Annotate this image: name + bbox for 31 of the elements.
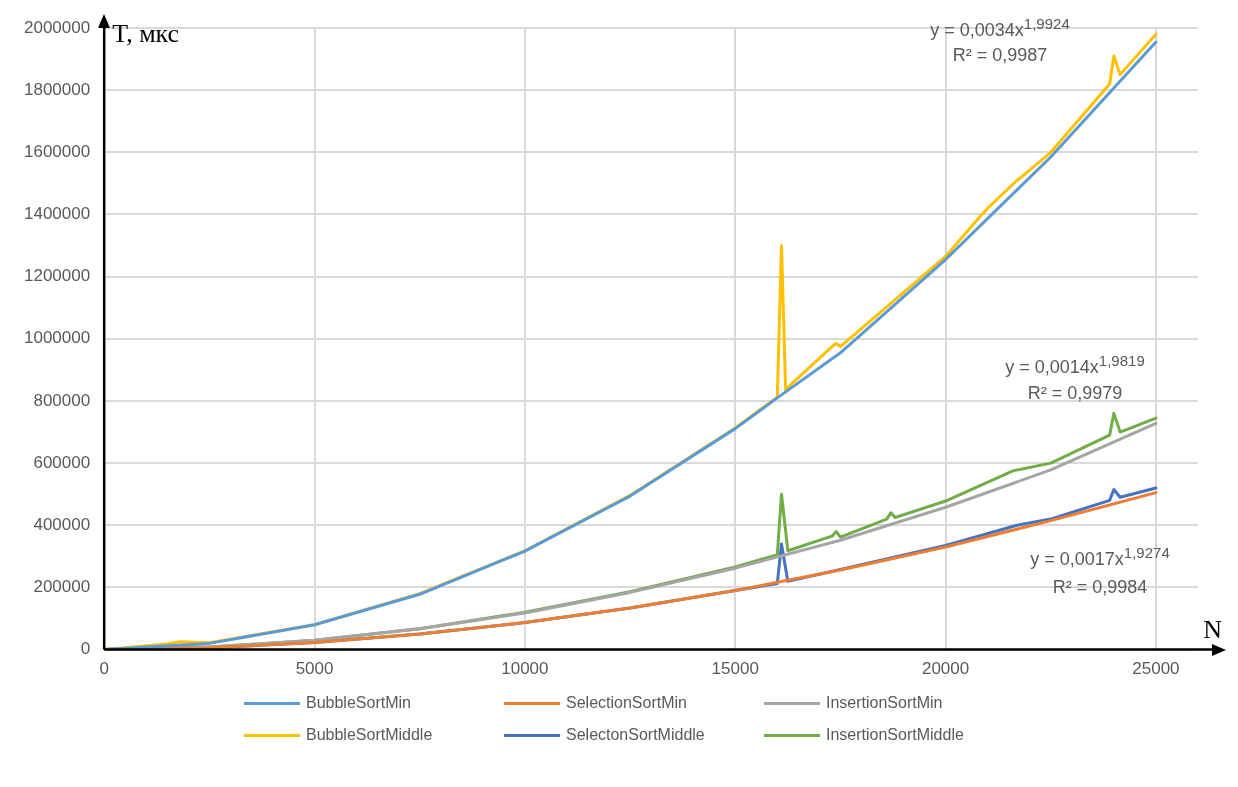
- annotation: y = 0,0014x$^{1,9819}$: [1005, 351, 1145, 378]
- y-tick-label: 800000: [33, 390, 91, 410]
- y-tick-label: 600000: [33, 452, 91, 472]
- y-tick-label: 1400000: [23, 204, 91, 224]
- legend-label: SelectonSortMiddle: [566, 726, 705, 744]
- legend-label: BubbleSortMin: [306, 694, 411, 712]
- y-tick-label: 0: [80, 639, 91, 659]
- x-axis-title: N: [1203, 614, 1223, 644]
- legend-label: SelectionSortMin: [566, 694, 687, 712]
- legend-label: InsertionSortMiddle: [826, 726, 964, 744]
- y-axis-title: T, мкс: [112, 19, 180, 48]
- x-tick-label: 10000: [501, 659, 549, 679]
- y-tick-label: 1800000: [23, 79, 91, 99]
- annotation: R² = 0,9979: [1027, 383, 1123, 404]
- annotation: y = 0,0034x$^{1,9924}$: [930, 14, 1070, 41]
- annotation: y = 0,0017x$^{1,9274}$: [1030, 543, 1170, 570]
- y-tick-label: 1200000: [23, 266, 91, 286]
- annotation: R² = 0,9984: [1052, 577, 1148, 598]
- x-tick-label: 15000: [711, 659, 759, 679]
- y-tick-label: 400000: [33, 514, 91, 534]
- x-tick-label: 25000: [1132, 659, 1180, 679]
- annotation: R² = 0,9987: [952, 45, 1048, 66]
- y-tick-label: 1000000: [23, 328, 91, 348]
- y-tick-label: 2000000: [23, 17, 91, 37]
- legend-label: BubbleSortMiddle: [306, 726, 433, 744]
- x-tick-label: 0: [99, 659, 109, 679]
- y-tick-label: 200000: [33, 577, 91, 597]
- legend-label: InsertionSortMin: [826, 694, 943, 712]
- x-tick-label: 20000: [921, 659, 970, 679]
- x-tick-label: 5000: [295, 659, 334, 679]
- y-tick-label: 1600000: [23, 142, 91, 162]
